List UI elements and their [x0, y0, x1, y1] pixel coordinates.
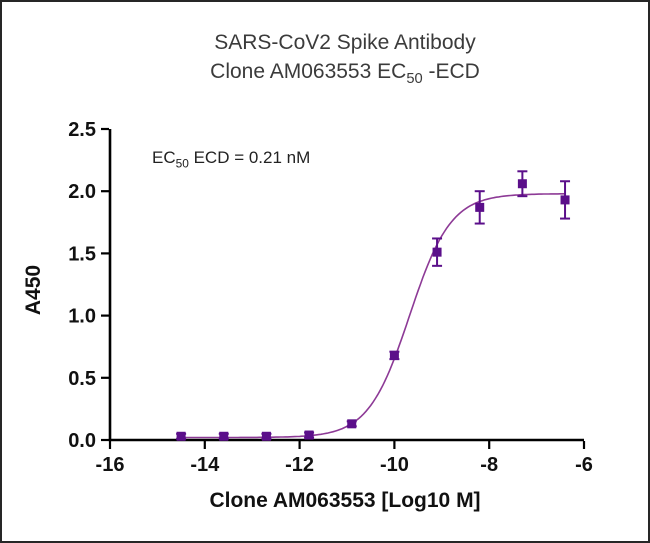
- y-axis-title: A450: [22, 264, 45, 316]
- y-tick-label: 2.0: [68, 181, 96, 203]
- data-point-marker: [560, 195, 570, 205]
- data-point-marker: [176, 431, 186, 441]
- ec50-annotation-pre: EC: [152, 148, 176, 167]
- data-point-marker: [261, 431, 271, 441]
- x-axis-title: Clone AM063553 [Log10 M]: [209, 489, 481, 512]
- data-point-marker: [219, 431, 229, 441]
- x-tick-label: -16: [96, 454, 125, 476]
- data-point-marker: [389, 350, 399, 360]
- y-tick-label: 2.5: [68, 119, 96, 141]
- y-tick-label: 0.0: [68, 430, 96, 452]
- ec50-annotation: EC50 ECD = 0.21 nM: [152, 148, 310, 170]
- ec50-annotation-post: ECD = 0.21 nM: [188, 148, 311, 167]
- data-point-marker: [517, 179, 527, 189]
- x-tick-label: -8: [480, 454, 498, 476]
- chart-title-line2-pre: Clone AM063553 EC: [210, 60, 407, 83]
- data-point-marker: [304, 430, 314, 440]
- chart-title: SARS-CoV2 Spike Antibody Clone AM063553 …: [42, 28, 648, 94]
- chart-title-line1: SARS-CoV2 Spike Antibody: [214, 31, 476, 54]
- chart-title-line2-sub: 50: [406, 71, 423, 88]
- x-tick-label: -6: [575, 454, 593, 476]
- chart-title-line2: Clone AM063553 EC50 -ECD: [42, 57, 648, 94]
- data-point-marker: [347, 419, 357, 429]
- ec50-annotation-sub: 50: [175, 156, 189, 171]
- y-tick-label: 0.5: [68, 368, 96, 390]
- chart-title-line2-post: -ECD: [422, 60, 480, 83]
- x-tick-label: -12: [285, 454, 314, 476]
- data-point-marker: [475, 202, 485, 212]
- x-tick-label: -10: [380, 454, 409, 476]
- y-tick-label: 1.5: [68, 243, 96, 265]
- y-tick-label: 1.0: [68, 306, 96, 328]
- fit-curve: [181, 193, 565, 439]
- x-tick-label: -14: [190, 454, 220, 476]
- data-point-marker: [432, 247, 442, 257]
